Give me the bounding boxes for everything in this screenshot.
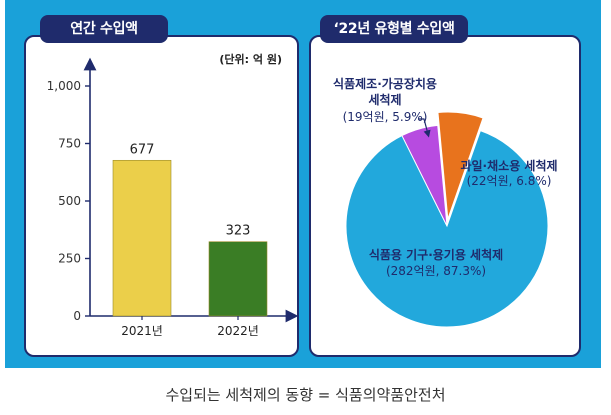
slice-label: 식품제조·가공장치용 — [333, 76, 437, 91]
slice-detail: (19억원, 5.9%) — [343, 110, 428, 124]
slice-label: 과일·채소용 세척제 — [460, 158, 557, 173]
unit-label: (단위: 억 원) — [219, 52, 282, 66]
x-tick-label: 2022년 — [217, 324, 259, 338]
y-tick-label: 500 — [58, 194, 81, 208]
y-tick-label: 1,000 — [47, 79, 81, 93]
type-import-title: ‘22년 유형별 수입액 — [320, 15, 468, 43]
slice-label: 식품용 기구·용기용 세척제 — [369, 247, 503, 262]
bar — [112, 159, 172, 317]
pie-slice — [345, 130, 549, 328]
y-tick-label: 750 — [58, 137, 81, 151]
slice-detail: (22억원, 6.8%) — [467, 174, 552, 188]
bar-value-label: 677 — [130, 142, 155, 157]
pie-slice — [401, 124, 448, 227]
x-tick-label: 2021년 — [121, 324, 163, 338]
slice-detail: (282억원, 87.3%) — [386, 264, 486, 278]
bar-value-label: 323 — [226, 224, 251, 239]
y-tick-label: 0 — [73, 309, 81, 323]
y-tick-label: 250 — [58, 252, 81, 266]
slice-label: 세척제 — [368, 92, 401, 107]
pie-slice — [437, 111, 484, 220]
annual-import-title: 연간 수입액 — [40, 15, 168, 43]
leader-line — [418, 118, 431, 138]
bar — [208, 241, 268, 317]
source-caption: 수입되는 세척제의 동향 = 식품의약품안전처 — [165, 386, 446, 404]
